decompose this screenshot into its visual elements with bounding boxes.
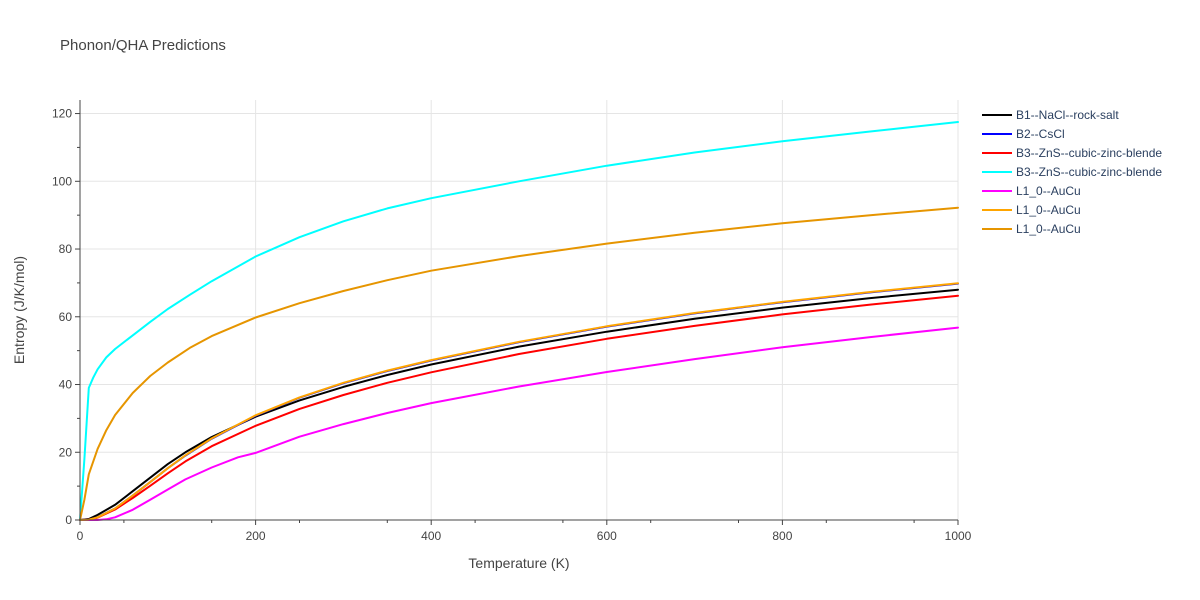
legend-label: L1_0--AuCu	[1016, 184, 1081, 198]
legend-item-3[interactable]: B3--ZnS--cubic-zinc-blende	[982, 146, 1162, 160]
x-axis-title: Temperature (K)	[468, 555, 569, 571]
legend-label: B2--CsCl	[1016, 127, 1065, 141]
series-line-7	[79, 206, 959, 521]
y-tick-label: 120	[52, 107, 72, 121]
y-tick-label: 0	[65, 513, 72, 527]
x-tick-label: 0	[77, 529, 84, 543]
y-tick-label: 20	[59, 445, 73, 459]
series-line-6	[79, 282, 959, 521]
x-tick-label: 200	[246, 529, 266, 543]
legend-item-7[interactable]: L1_0--AuCu	[982, 222, 1081, 236]
legend-item-2[interactable]: B2--CsCl	[982, 127, 1065, 141]
legend: B1--NaCl--rock-salt B2--CsCl B3--ZnS--cubi…	[982, 108, 1162, 236]
chart-title: Phonon/QHA Predictions	[60, 37, 226, 54]
series-line-5	[79, 326, 959, 521]
x-tick-label: 800	[772, 529, 792, 543]
x-tick-label: 600	[597, 529, 617, 543]
legend-item-1[interactable]: B1--NaCl--rock-salt	[982, 108, 1119, 122]
y-tick-label: 40	[59, 378, 73, 392]
series-line-1	[79, 288, 959, 521]
legend-label: L1_0--AuCu	[1016, 203, 1081, 217]
legend-label: B3--ZnS--cubic-zinc-blende	[1016, 146, 1162, 160]
x-tick-label: 400	[421, 529, 441, 543]
legend-item-6[interactable]: L1_0--AuCu	[982, 203, 1081, 217]
legend-label: B3--ZnS--cubic-zinc-blende	[1016, 165, 1162, 179]
y-tick-label: 60	[59, 310, 73, 324]
axis-layer: 0 200 400 600 800 1000 0 20 40 60 80 100 120	[52, 100, 972, 543]
x-tick-label: 1000	[945, 529, 972, 543]
y-tick-label: 80	[59, 242, 73, 256]
y-axis-title: Entropy (J/K/mol)	[11, 256, 27, 364]
series-layer	[79, 121, 959, 521]
legend-label: B1--NaCl--rock-salt	[1016, 108, 1119, 122]
legend-item-5[interactable]: L1_0--AuCu	[982, 184, 1081, 198]
series-line-4	[79, 121, 959, 521]
legend-label: L1_0--AuCu	[1016, 222, 1081, 236]
legend-item-4[interactable]: B3--ZnS--cubic-zinc-blende	[982, 165, 1162, 179]
y-tick-label: 100	[52, 174, 72, 188]
